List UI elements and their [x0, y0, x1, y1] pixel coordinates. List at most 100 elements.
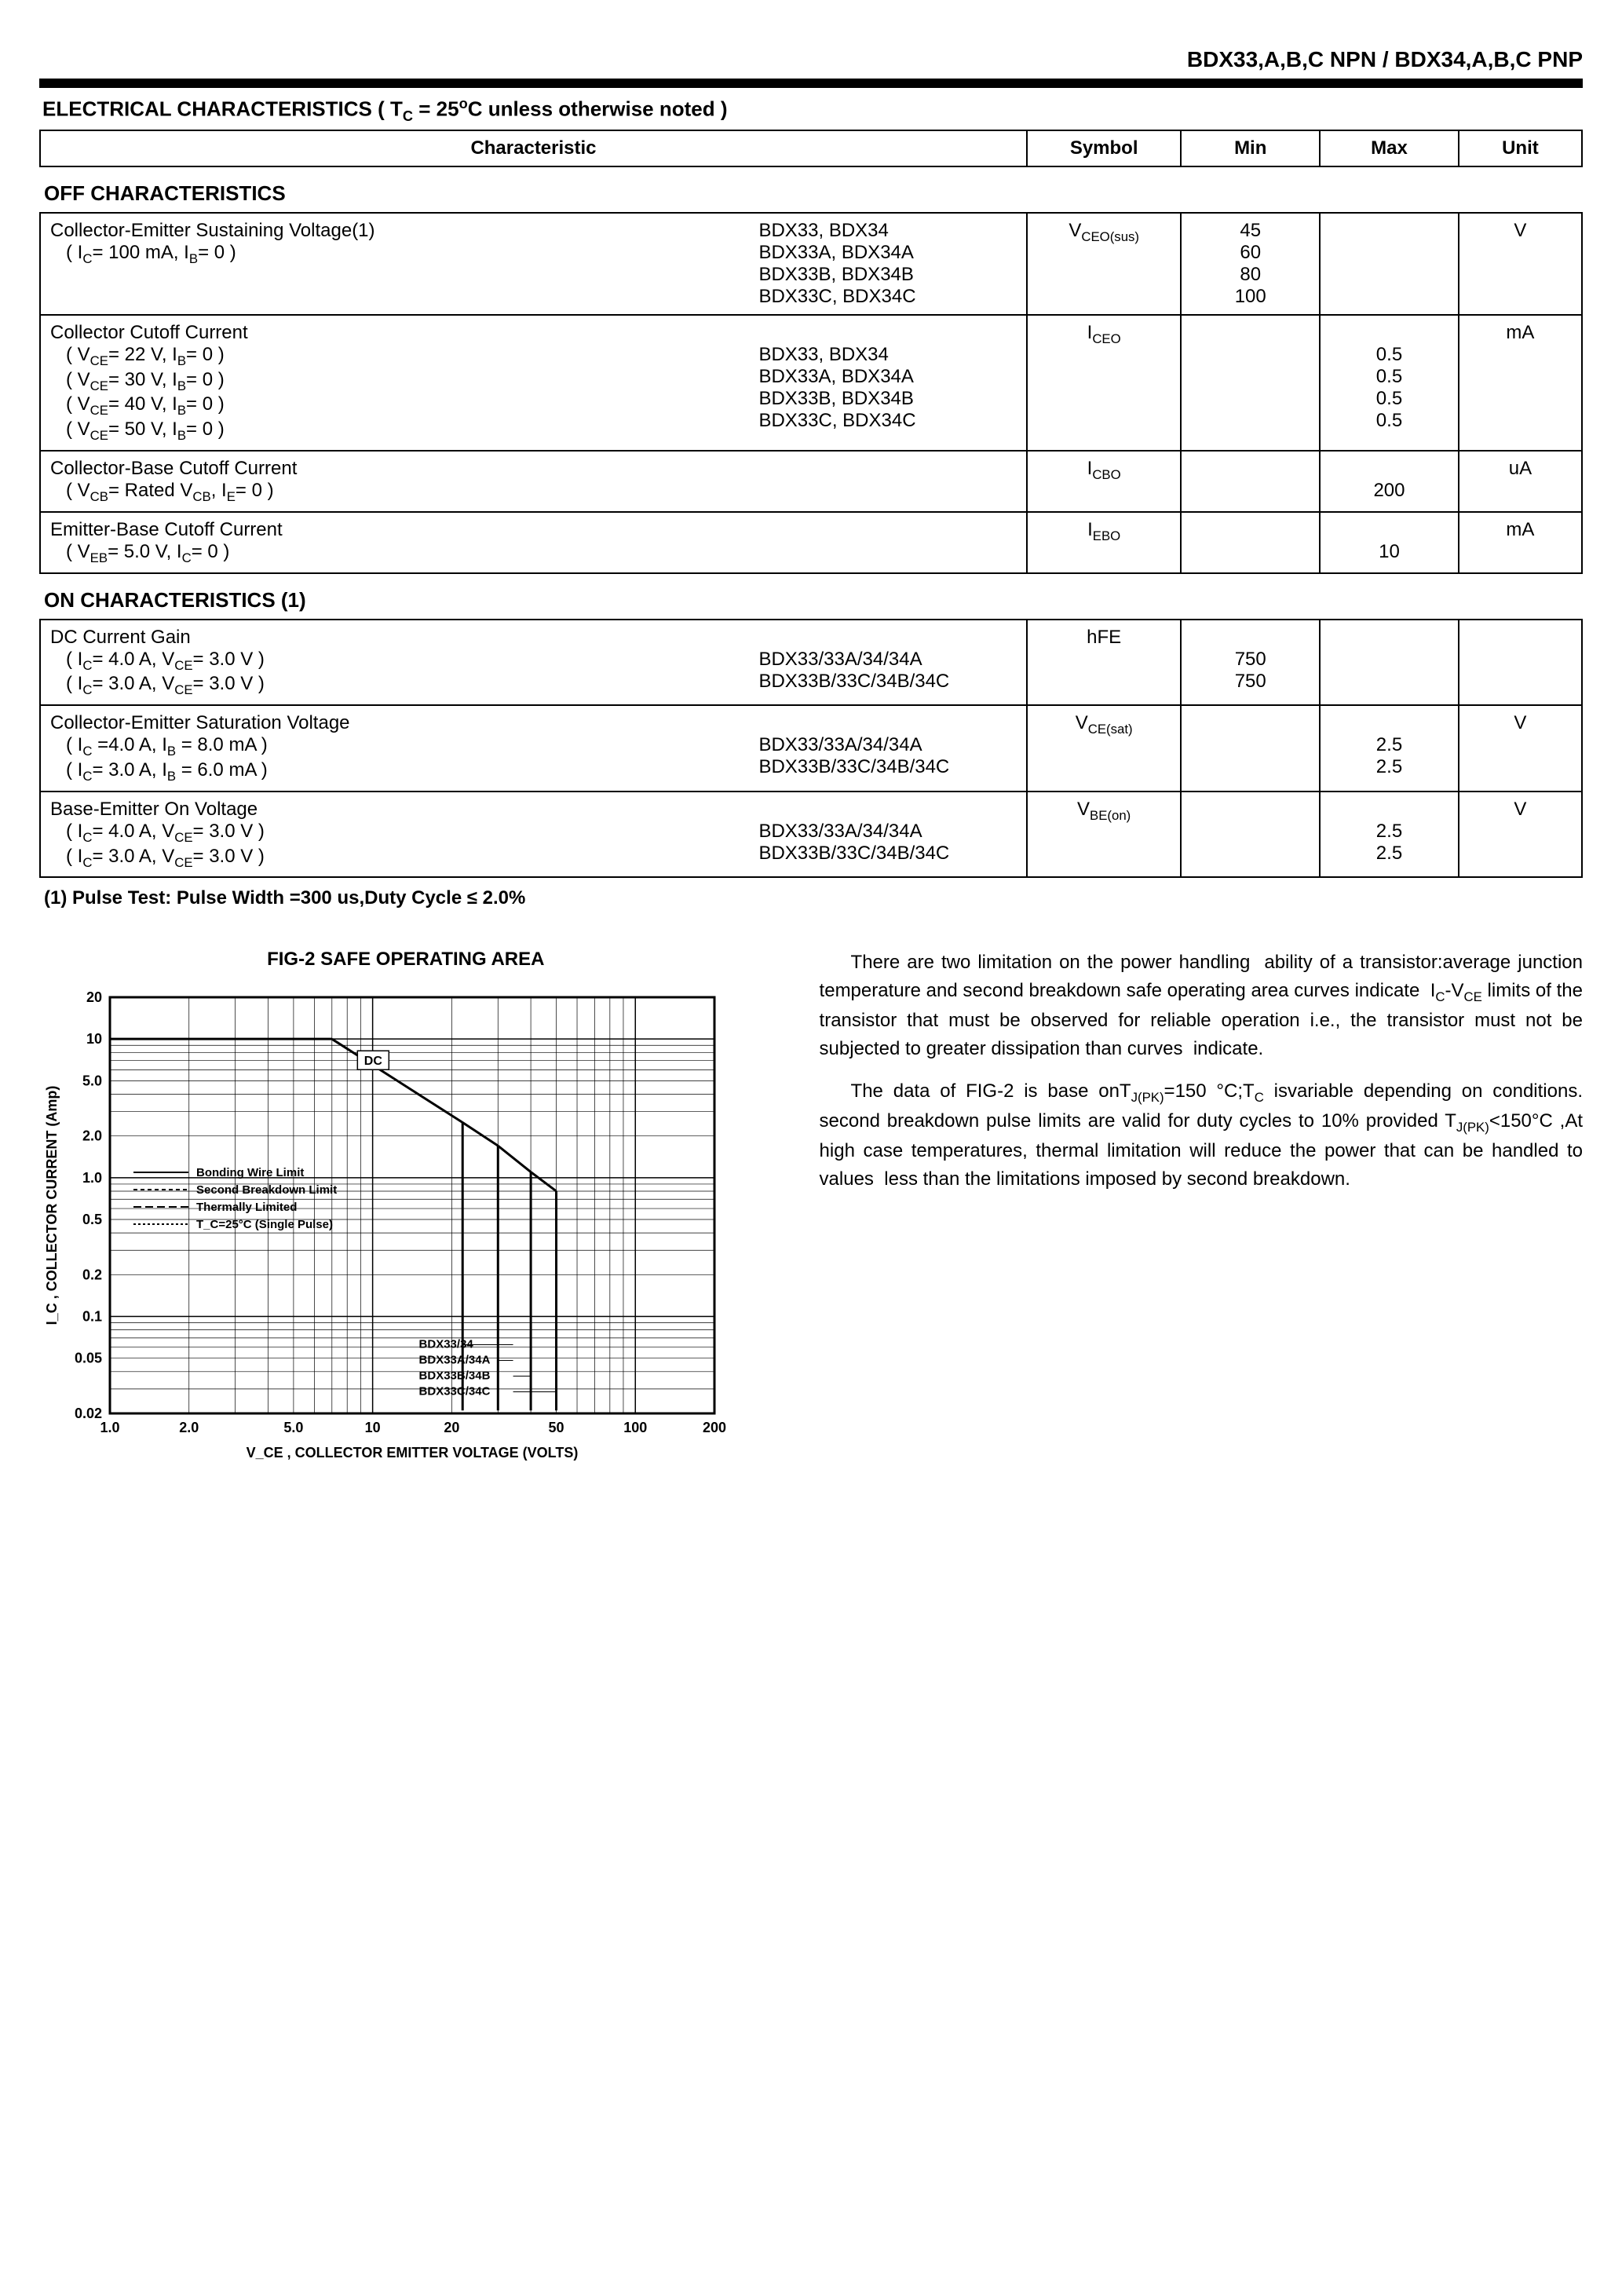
svg-text:20: 20	[86, 989, 102, 1005]
vbeon-min	[1181, 792, 1320, 878]
explain-p1: There are two limitation on the power ha…	[820, 949, 1583, 1063]
svg-text:V_CE , COLLECTOR EMITTER VOLTA: V_CE , COLLECTOR EMITTER VOLTAGE (VOLTS)	[247, 1445, 579, 1461]
vceosus-parts: BDX33, BDX34 BDX33A, BDX34A BDX33B, BDX3…	[749, 213, 1027, 315]
row-vcesat: Collector-Emitter Saturation Voltage ( I…	[40, 705, 1582, 792]
vbeon-name: Base-Emitter On Voltage ( IC= 4.0 A, VCE…	[40, 792, 749, 878]
vceosus-unit: V	[1459, 213, 1582, 315]
iebo-name: Emitter-Base Cutoff Current ( VEB= 5.0 V…	[40, 512, 1027, 573]
svg-text:1.0: 1.0	[100, 1420, 119, 1435]
m3: 80	[1240, 264, 1261, 285]
svg-text:2.0: 2.0	[179, 1420, 199, 1435]
vp2: BDX33B/33C/34B/34C	[758, 756, 949, 777]
vcesat-unit: V	[1459, 705, 1582, 792]
vcesat-parts: BDX33/33A/34/34A BDX33B/33C/34B/34C	[749, 705, 1027, 792]
page-title: BDX33,A,B,C NPN / BDX34,A,B,C PNP	[39, 47, 1583, 72]
icbo-label: Collector-Base Cutoff Current	[50, 458, 297, 479]
iceo-name: Collector Cutoff Current ( VCE= 22 V, IB…	[40, 315, 749, 451]
hfe-min: 750 750	[1181, 620, 1320, 706]
vbeon-label: Base-Emitter On Voltage	[50, 799, 258, 820]
svg-text:DC: DC	[364, 1055, 383, 1069]
x1: 0.5	[1376, 344, 1402, 365]
vceosus-min: 45 60 80 100	[1181, 213, 1320, 315]
p4: BDX33C, BDX34C	[758, 286, 915, 307]
explain-p2: The data of FIG-2 is base onTJ(PK)=150 °…	[820, 1077, 1583, 1194]
m2: 60	[1240, 242, 1261, 263]
svg-text:BDX33/34: BDX33/34	[419, 1338, 474, 1351]
col-max: Max	[1320, 130, 1459, 166]
bx1: 2.5	[1376, 821, 1402, 842]
hm1: 750	[1235, 649, 1266, 670]
icbo-name: Collector-Base Cutoff Current ( VCB= Rat…	[40, 451, 1027, 512]
iebo-sym: IEBO	[1027, 512, 1181, 573]
off-table: Collector-Emitter Sustaining Voltage(1) …	[39, 212, 1583, 574]
svg-text:0.1: 0.1	[82, 1309, 102, 1325]
icbo-cond: ( VCB= Rated VCB, IE= 0 )	[50, 480, 274, 501]
iceo-min	[1181, 315, 1320, 451]
icbo-min	[1181, 451, 1320, 512]
svg-text:0.5: 0.5	[82, 1212, 102, 1227]
hfe-unit	[1459, 620, 1582, 706]
hfe-c1: ( IC= 4.0 A, VCE= 3.0 V )	[50, 649, 265, 670]
fig2-title: FIG-2 SAFE OPERATING AREA	[39, 949, 773, 971]
icbo-sym: ICBO	[1027, 451, 1181, 512]
svg-text:BDX33A/34A: BDX33A/34A	[419, 1354, 491, 1367]
svg-text:200: 200	[703, 1420, 726, 1435]
hfe-parts: BDX33/33A/34/34A BDX33B/33C/34B/34C	[749, 620, 1027, 706]
vbeon-parts: BDX33/33A/34/34A BDX33B/33C/34B/34C	[749, 792, 1027, 878]
iceo-label: Collector Cutoff Current	[50, 322, 248, 343]
row-vbeon: Base-Emitter On Voltage ( IC= 4.0 A, VCE…	[40, 792, 1582, 878]
vceosus-cond: ( IC= 100 mA, IB= 0 )	[50, 242, 236, 263]
vcesat-name: Collector-Emitter Saturation Voltage ( I…	[40, 705, 749, 792]
col-min: Min	[1181, 130, 1320, 166]
iebo-unit: mA	[1459, 512, 1582, 573]
col-unit: Unit	[1459, 130, 1582, 166]
vcesat-c2: ( IC= 3.0 A, IB = 6.0 mA )	[50, 759, 268, 781]
vx1: 2.5	[1376, 734, 1402, 755]
iceo-c4: ( VCE= 50 V, IB= 0 )	[50, 419, 225, 440]
svg-text:20: 20	[444, 1420, 459, 1435]
svg-text:BDX33B/34B: BDX33B/34B	[419, 1369, 491, 1383]
title-mid: = 25	[413, 97, 459, 121]
svg-text:10: 10	[365, 1420, 381, 1435]
col-characteristic: Characteristic	[40, 130, 1027, 166]
rule-top	[39, 79, 1583, 88]
iebo-max-v: 10	[1379, 541, 1400, 562]
iebo-cond: ( VEB= 5.0 V, IC= 0 )	[50, 541, 229, 562]
vceosus-max	[1320, 213, 1459, 315]
vx2: 2.5	[1376, 756, 1402, 777]
hfe-c2: ( IC= 3.0 A, VCE= 3.0 V )	[50, 673, 265, 694]
hfe-name: DC Current Gain ( IC= 4.0 A, VCE= 3.0 V …	[40, 620, 749, 706]
x2: 0.5	[1376, 366, 1402, 387]
svg-text:1.0: 1.0	[82, 1170, 102, 1186]
hfe-sym: hFE	[1027, 620, 1181, 706]
svg-text:I_C , COLLECTOR CURRENT (Amp): I_C , COLLECTOR CURRENT (Amp)	[44, 1086, 60, 1325]
soa-chart: 1.02.05.01020501002000.020.050.10.20.51.…	[39, 982, 730, 1468]
bp1: BDX33/33A/34/34A	[758, 821, 922, 842]
tc-sub: C	[403, 108, 413, 124]
p3: BDX33B, BDX34B	[758, 264, 913, 285]
vbeon-sym: VBE(on)	[1027, 792, 1181, 878]
deg: o	[459, 96, 468, 112]
row-vceosus: Collector-Emitter Sustaining Voltage(1) …	[40, 213, 1582, 315]
pulse-test-note: (1) Pulse Test: Pulse Width =300 us,Duty…	[44, 887, 1583, 909]
ip3: BDX33B, BDX34B	[758, 388, 913, 409]
title-suffix: C unless otherwise noted )	[468, 97, 728, 121]
row-iceo: Collector Cutoff Current ( VCE= 22 V, IB…	[40, 315, 1582, 451]
icbo-max-v: 200	[1373, 480, 1405, 501]
iebo-max: 10	[1320, 512, 1459, 573]
svg-text:10: 10	[86, 1032, 102, 1047]
iceo-sym: ICEO	[1027, 315, 1181, 451]
vp1: BDX33/33A/34/34A	[758, 734, 922, 755]
iebo-min	[1181, 512, 1320, 573]
svg-text:Bonding Wire Limit: Bonding Wire Limit	[196, 1166, 304, 1179]
on-table: DC Current Gain ( IC= 4.0 A, VCE= 3.0 V …	[39, 619, 1583, 879]
vceosus-label: Collector-Emitter Sustaining Voltage(1)	[50, 220, 375, 241]
bp2: BDX33B/33C/34B/34C	[758, 843, 949, 864]
hp1: BDX33/33A/34/34A	[758, 649, 922, 670]
svg-text:BDX33C/34C: BDX33C/34C	[419, 1385, 491, 1398]
svg-text:0.02: 0.02	[75, 1406, 102, 1421]
hp2: BDX33B/33C/34B/34C	[758, 671, 949, 692]
svg-text:2.0: 2.0	[82, 1128, 102, 1144]
svg-text:Second Breakdown Limit: Second Breakdown Limit	[196, 1183, 337, 1197]
iceo-c3: ( VCE= 40 V, IB= 0 )	[50, 393, 225, 415]
